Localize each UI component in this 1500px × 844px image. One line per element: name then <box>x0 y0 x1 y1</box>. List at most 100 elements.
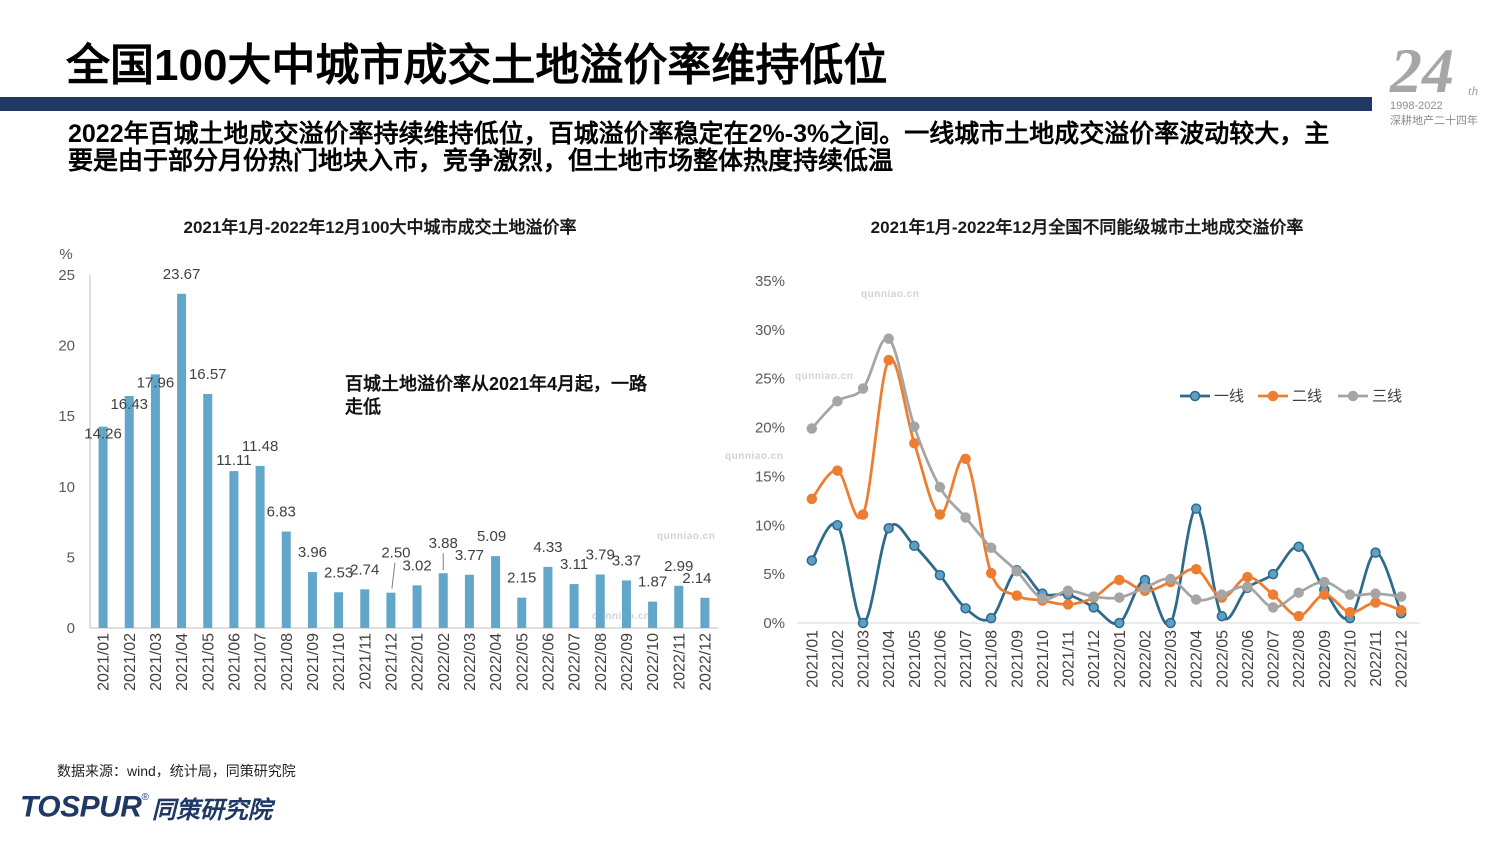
x-tick-label: 2022/11 <box>671 633 688 690</box>
summary-text: 2022年百城土地成交溢价率持续维持低位，百城溢价率稳定在2%-3%之间。一线城… <box>68 120 1330 175</box>
series-marker-3 <box>1370 588 1381 599</box>
bar-data-label: 11.48 <box>242 438 278 455</box>
bar <box>464 574 474 628</box>
x-tick-label: 2022/03 <box>462 633 479 691</box>
series-marker-3 <box>883 333 894 344</box>
x-tick-label: 2021/04 <box>881 630 898 688</box>
x-tick-label: 2021/08 <box>279 633 296 691</box>
series-marker-2 <box>909 437 920 449</box>
series-marker-1 <box>1114 617 1125 629</box>
series-marker-3 <box>985 542 997 554</box>
bar <box>177 293 187 628</box>
x-tick-label: 2022/09 <box>1317 630 1334 688</box>
series-marker-3 <box>1114 592 1125 603</box>
x-tick-label: 2022/06 <box>1240 630 1257 688</box>
series-marker-3 <box>934 481 946 493</box>
badge-suffix: th <box>1468 83 1479 98</box>
bar-data-label: 2.15 <box>507 570 536 587</box>
y-axis-unit-label: % <box>59 246 72 263</box>
legend-label: 二线 <box>1292 388 1322 405</box>
page-title: 全国100大中城市成交土地溢价率维持低位 <box>66 41 888 90</box>
x-tick-label: 2021/01 <box>96 633 113 691</box>
x-tick-label: 2022/04 <box>488 633 505 691</box>
x-tick-label: 2021/06 <box>226 633 243 691</box>
series-marker-2 <box>1242 571 1253 583</box>
x-tick-label: 2022/08 <box>1291 630 1308 688</box>
x-tick-label: 2022/01 <box>1112 630 1129 688</box>
y-tick-label: 5% <box>763 566 785 583</box>
series-marker-1 <box>1088 602 1099 613</box>
series-marker-3 <box>1190 594 1202 605</box>
bar-data-label: 2.74 <box>350 561 379 578</box>
bar-data-label: 11.11 <box>216 452 251 469</box>
bar-data-label: 2.53 <box>324 564 353 581</box>
watermark-text: qunniao.cn <box>725 451 784 462</box>
x-tick-label: 2022/06 <box>540 633 557 691</box>
y-tick-label: 20% <box>755 420 785 437</box>
series-marker-3 <box>1395 591 1407 602</box>
bar-data-label: 3.02 <box>402 557 431 574</box>
x-tick-label: 2021/11 <box>357 633 374 690</box>
anniversary-badge: 24 th 1998-2022 深耕地产二十四年 <box>1388 39 1498 130</box>
series-marker-2 <box>806 493 818 505</box>
series-marker-3 <box>1011 565 1023 577</box>
label-leader-line <box>391 562 396 589</box>
bar-chart-title: 2021年1月-2022年12月100大中城市成交土地溢价率 <box>183 218 577 237</box>
x-tick-label: 2021/09 <box>1009 630 1026 688</box>
bar-data-label: 3.77 <box>455 547 484 564</box>
watermark-text: qunniao.cn <box>657 531 716 542</box>
y-tick-label: 20 <box>58 338 75 355</box>
bar <box>98 426 108 628</box>
x-tick-label: 2022/08 <box>593 633 610 691</box>
series-marker-3 <box>1088 591 1099 602</box>
bar-data-label: 5.09 <box>477 528 506 545</box>
bar-data-label: 3.88 <box>429 535 458 552</box>
series-marker-1 <box>1267 568 1279 580</box>
x-tick-label: 2022/09 <box>619 633 636 691</box>
series-marker-3 <box>1344 589 1356 600</box>
series-marker-1 <box>883 522 894 534</box>
series-marker-2 <box>1114 574 1125 586</box>
bar-chart-annotation: 百城土地溢价率从2021年4月起，一路走低 <box>345 374 648 417</box>
bar <box>543 566 553 628</box>
series-marker-1 <box>1293 541 1304 553</box>
bar <box>229 471 239 628</box>
series-marker-2 <box>1395 605 1407 616</box>
series-marker-3 <box>1165 573 1176 585</box>
x-tick-label: 2021/03 <box>148 633 165 691</box>
series-marker-3 <box>1037 593 1048 604</box>
series-marker-2 <box>985 567 997 579</box>
line-chart: 0% 5% 10% 15% 20% 25% 30% 35% 2021/01 2021/02 2021… <box>755 273 1420 688</box>
series-marker-3 <box>909 421 920 432</box>
x-tick-label: 2021/09 <box>305 633 322 691</box>
x-tick-label: 2021/12 <box>1086 630 1103 688</box>
bar-data-label: 3.37 <box>612 552 641 569</box>
series-marker-1 <box>806 555 818 566</box>
y-tick-label: 25% <box>755 371 785 388</box>
bar-data-label: 3.96 <box>298 544 327 561</box>
series-marker-3 <box>857 383 869 394</box>
bar <box>203 394 213 628</box>
tospur-logo: TOSPUR® 同策研究院 <box>20 790 272 826</box>
x-tick-label: 2021/06 <box>932 630 949 688</box>
series-line-1 <box>810 507 1403 627</box>
y-tick-label: 10 <box>58 479 75 496</box>
series-marker-3 <box>1242 581 1253 593</box>
x-tick-label: 2021/05 <box>200 633 217 691</box>
legend-marker <box>1347 390 1359 402</box>
x-tick-label: 2022/10 <box>1342 630 1359 688</box>
legend-marker <box>1189 390 1201 402</box>
x-tick-label: 2022/12 <box>697 633 714 691</box>
series-marker-2 <box>857 509 869 520</box>
x-tick-label: 2022/07 <box>1266 630 1283 688</box>
bar-data-label: 16.57 <box>189 366 227 383</box>
logo-brand-text: TOSPUR <box>20 790 142 824</box>
bar <box>124 396 134 628</box>
bar <box>307 572 317 628</box>
series-marker-3 <box>1139 582 1151 594</box>
watermark-text: qunniao.cn <box>861 289 920 300</box>
x-tick-label: 2021/05 <box>907 630 924 688</box>
watermark-text: qunniao.cn <box>592 611 651 622</box>
series-marker-2 <box>832 465 843 476</box>
